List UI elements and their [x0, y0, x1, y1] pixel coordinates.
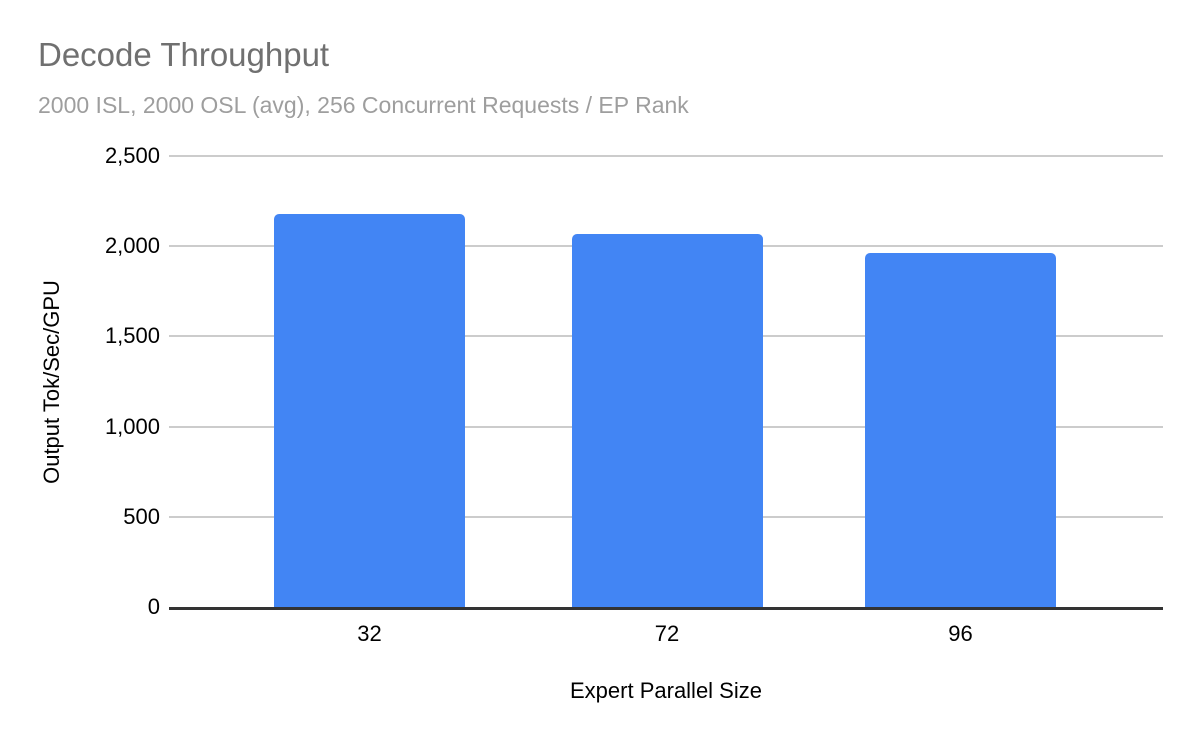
gridline-2500 — [169, 155, 1163, 157]
y-tick-label-2500: 2,500 — [104, 143, 160, 168]
y-tick-label-500: 500 — [123, 503, 160, 529]
chart-title: Decode Throughput — [38, 36, 330, 73]
y-tick-label-1500: 1,500 — [104, 323, 160, 349]
y-tick-label-2000: 2,000 — [104, 233, 160, 259]
y-tick-label-1000: 1,000 — [104, 413, 160, 439]
x-axis-line — [169, 607, 1163, 610]
chart-subtitle: 2000 ISL, 2000 OSL (avg), 256 Concurrent… — [38, 92, 689, 118]
x-tick-label-96: 96 — [948, 621, 973, 646]
bar-72 — [571, 234, 763, 607]
y-tick-label-0: 0 — [147, 594, 160, 619]
bar-32 — [274, 213, 465, 607]
x-axis-title: Expert Parallel Size — [570, 678, 762, 703]
x-tick-label-32: 32 — [357, 621, 382, 646]
x-tick-label-72: 72 — [654, 621, 680, 646]
bar-96 — [865, 252, 1056, 607]
plot-area: 0 500 1,000 1,500 2,000 2,500 32 72 96 — [105, 143, 1163, 646]
y-axis-title: Output Tok/Sec/GPU — [39, 280, 64, 484]
